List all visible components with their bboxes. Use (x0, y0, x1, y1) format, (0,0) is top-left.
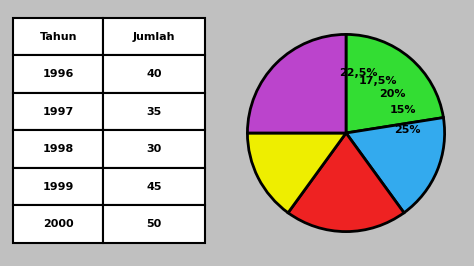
Bar (13, 93, 103, 130)
Bar (13, 18, 103, 55)
Wedge shape (247, 34, 346, 133)
Wedge shape (288, 133, 404, 232)
Bar (13, 130, 103, 168)
Bar (103, 93, 205, 130)
Bar (103, 168, 205, 205)
Bar (103, 205, 205, 243)
Bar (103, 130, 205, 168)
Text: 22,5%: 22,5% (339, 68, 377, 78)
Text: 1999: 1999 (43, 182, 74, 192)
Bar (13, 168, 103, 205)
Text: 20%: 20% (380, 89, 406, 99)
Text: 25%: 25% (394, 125, 420, 135)
Text: 2000: 2000 (43, 219, 73, 229)
Wedge shape (247, 133, 346, 213)
Bar (103, 55, 205, 93)
Text: 1998: 1998 (43, 144, 74, 154)
Bar (13, 205, 103, 243)
Wedge shape (346, 34, 443, 133)
Bar (13, 55, 103, 93)
Wedge shape (346, 118, 445, 213)
Text: 45: 45 (146, 182, 162, 192)
Text: Jumlah: Jumlah (133, 32, 175, 41)
Text: 15%: 15% (389, 105, 416, 115)
Text: 50: 50 (146, 219, 162, 229)
Text: Tahun: Tahun (39, 32, 77, 41)
Text: 35: 35 (146, 107, 162, 117)
Text: 17,5%: 17,5% (358, 76, 397, 86)
Text: 30: 30 (146, 144, 162, 154)
Text: 40: 40 (146, 69, 162, 79)
Bar (103, 18, 205, 55)
Text: 1997: 1997 (43, 107, 74, 117)
Text: 1996: 1996 (43, 69, 74, 79)
